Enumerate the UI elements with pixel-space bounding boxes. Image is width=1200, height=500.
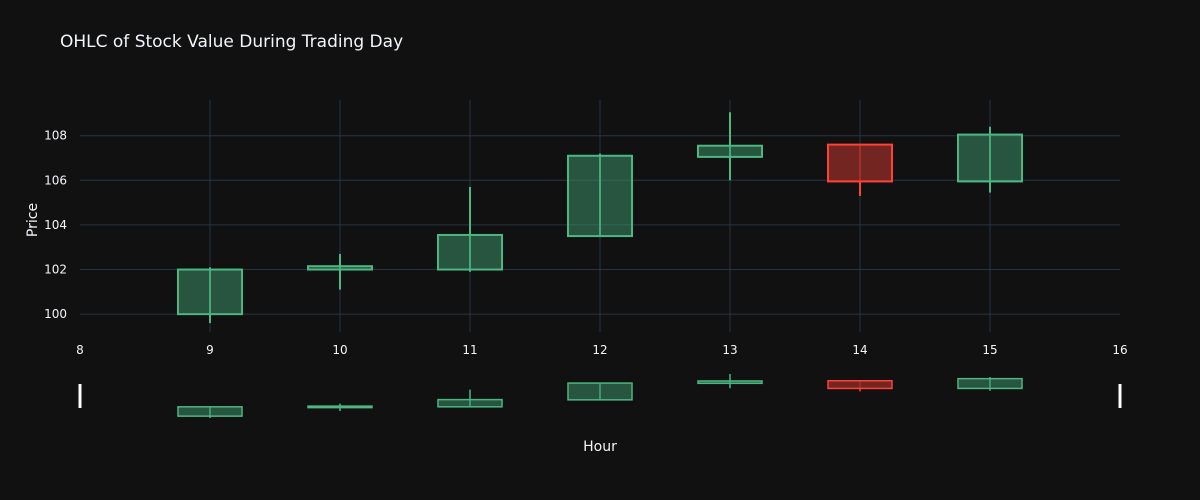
candle-body <box>437 233 503 271</box>
increasing-candle <box>567 153 633 238</box>
range-slider[interactable] <box>78 374 1122 418</box>
slider-candle <box>567 382 633 401</box>
candle-body <box>177 268 243 316</box>
x-tick-label: 12 <box>592 343 607 357</box>
slider-candle <box>957 377 1023 391</box>
slider-candle-body <box>437 398 503 408</box>
x-axis-title: Hour <box>583 439 617 455</box>
candle-body <box>957 133 1023 183</box>
y-axis-title: Price <box>25 203 41 237</box>
chart-title: OHLC of Stock Value During Trading Day <box>60 32 404 52</box>
increasing-candle <box>957 126 1023 193</box>
x-tick-label: 9 <box>206 343 214 357</box>
slider-candle-body <box>827 380 893 390</box>
candle-body <box>567 154 633 238</box>
slider-candle <box>437 389 503 408</box>
y-tick-label: 108 <box>44 129 67 143</box>
increasing-candle <box>437 187 503 272</box>
decreasing-candle <box>827 143 893 196</box>
increasing-candle <box>307 253 373 290</box>
x-tick-label: 13 <box>722 343 737 357</box>
slider-candle <box>177 406 243 418</box>
slider-candle <box>307 403 373 412</box>
slider-handle-left[interactable] <box>78 384 82 408</box>
slider-candle-body <box>697 380 763 385</box>
y-tick-label: 102 <box>44 263 67 277</box>
candle-layer <box>177 112 1023 324</box>
slider-candle-body <box>567 382 633 401</box>
increasing-candle <box>697 112 763 181</box>
slider-candle-body <box>177 406 243 417</box>
candle-body <box>697 144 763 158</box>
x-tick-label: 15 <box>982 343 997 357</box>
slider-candle-body <box>307 405 373 409</box>
slider-handle-right[interactable] <box>1118 384 1122 408</box>
x-tick-label: 8 <box>76 343 84 357</box>
candle-body <box>307 265 373 271</box>
x-tick-label: 10 <box>332 343 347 357</box>
y-tick-label: 100 <box>44 307 67 321</box>
increasing-candle <box>177 267 243 324</box>
candle-body <box>827 143 893 183</box>
x-tick-label: 16 <box>1112 343 1127 357</box>
slider-candle-body <box>957 377 1023 390</box>
y-tick-label: 104 <box>44 218 67 232</box>
slider-candle <box>697 374 763 389</box>
slider-candle <box>827 380 893 392</box>
x-tick-label: 11 <box>462 343 477 357</box>
y-tick-label: 106 <box>44 173 67 187</box>
tick-layer: 8 9 10 11 12 13 14 15 16 100 102 104 106 108 <box>44 129 1128 357</box>
x-tick-label: 14 <box>852 343 867 357</box>
